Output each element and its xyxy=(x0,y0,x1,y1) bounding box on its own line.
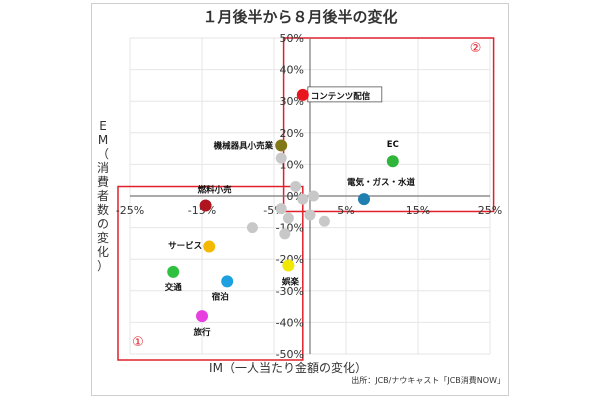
other-point xyxy=(279,228,291,240)
data-label: EC xyxy=(387,140,399,150)
y-axis-title-char: （ xyxy=(97,147,109,161)
other-point xyxy=(290,181,302,193)
data-point xyxy=(296,88,309,101)
other-points xyxy=(246,152,330,240)
data-label: サービス xyxy=(168,241,202,252)
region-box xyxy=(282,37,495,213)
data-label: 交通 xyxy=(165,282,183,293)
data-point xyxy=(275,139,288,152)
x-tick-label: 15% xyxy=(406,204,430,217)
source-note: 出所：JCB/ナウキャスト「JCB消費NOW」 xyxy=(351,375,505,385)
chart-title: １月後半から８月後半の変化 xyxy=(202,8,397,26)
data-point xyxy=(196,310,208,323)
y-axis-title-char: の xyxy=(97,217,109,231)
data-point xyxy=(358,193,370,206)
y-tick-label: 50% xyxy=(280,32,304,45)
y-axis-title-char: 費 xyxy=(97,174,109,189)
y-axis-title-char: E xyxy=(99,119,107,133)
region-label: ② xyxy=(470,41,482,56)
data-label: 燃料小売 xyxy=(198,184,233,195)
y-tick-label: 20% xyxy=(280,127,304,140)
y-tick-label: -50% xyxy=(276,348,304,361)
x-axis-title: IM（一人当たり金額の変化） xyxy=(209,360,367,375)
other-point xyxy=(297,193,309,205)
other-point xyxy=(275,152,287,164)
data-label: コンテンツ配信 xyxy=(311,91,371,102)
region-box xyxy=(117,185,304,361)
y-tick-label: -30% xyxy=(276,285,304,298)
data-label: 娯楽 xyxy=(282,277,300,288)
x-tick-label: -25% xyxy=(116,204,144,217)
other-point xyxy=(282,212,294,224)
y-axis-title-char: 化 xyxy=(97,245,109,259)
data-point xyxy=(221,275,234,288)
data-point xyxy=(282,259,295,272)
other-point xyxy=(304,209,316,221)
other-point xyxy=(308,190,320,202)
region-label: ① xyxy=(132,335,144,350)
y-axis-title-char: 数 xyxy=(97,202,109,217)
data-label: 旅行 xyxy=(192,327,211,338)
data-point xyxy=(199,199,212,212)
data-label: 宿泊 xyxy=(212,291,229,302)
other-point xyxy=(246,222,258,234)
other-point xyxy=(318,215,330,227)
y-axis-title-char: M xyxy=(98,133,108,147)
region-boxes: ①② xyxy=(117,37,495,361)
x-tick-label: 5% xyxy=(337,204,354,217)
y-tick-label: 10% xyxy=(280,158,304,171)
data-label: 機械器具小売業 xyxy=(214,140,274,151)
y-axis-title-char: 者 xyxy=(97,189,109,203)
other-point xyxy=(275,203,287,215)
data-point xyxy=(167,265,180,278)
data-label: 電気・ガス・水道 xyxy=(347,177,416,188)
data-point xyxy=(203,240,216,253)
x-tick-label: 25% xyxy=(478,204,502,217)
y-tick-label: 40% xyxy=(280,64,304,77)
y-axis-title-text: E M （消費者数の変化） xyxy=(97,119,109,273)
tick-labels: -25%-15%-5%5%15%25%-50%-40%-30%-20%-10%0… xyxy=(116,32,502,361)
y-tick-label: -40% xyxy=(276,316,304,329)
data-point xyxy=(386,155,399,168)
y-axis-title-char: ） xyxy=(97,259,109,273)
y-axis-title-char: 変 xyxy=(97,230,109,245)
y-axis-title-char: 消 xyxy=(97,161,109,175)
y-axis-title: E M （消費者数の変化） xyxy=(97,119,109,273)
y-tick-label: 30% xyxy=(280,95,304,108)
